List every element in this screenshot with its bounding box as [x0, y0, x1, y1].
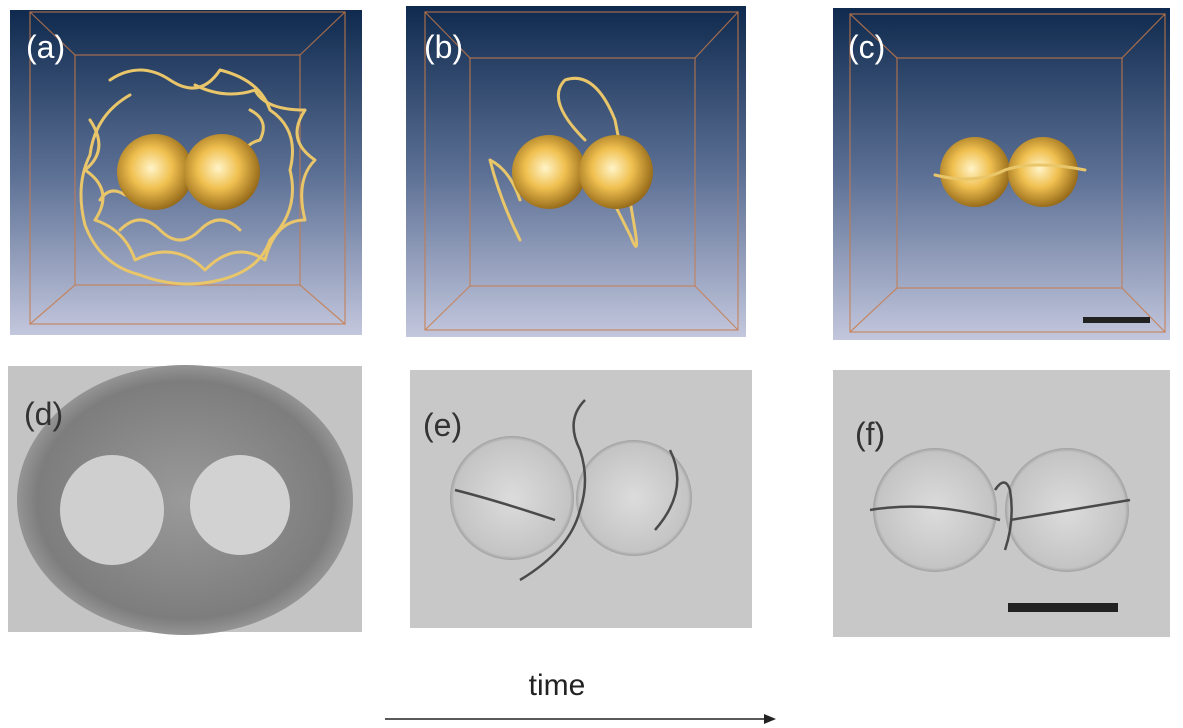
figure: (a) (b) (c) (d) — [0, 0, 1183, 728]
sphere — [1008, 137, 1078, 207]
panel-label: (b) — [424, 29, 463, 65]
panel-d: (d) — [8, 365, 362, 635]
panel-label: (f) — [855, 416, 885, 452]
panel-a: (a) — [10, 10, 362, 335]
panel-b: (b) — [406, 6, 746, 337]
arrowhead — [764, 714, 776, 724]
panel-label: (e) — [423, 407, 462, 443]
panel-label: (a) — [26, 29, 65, 65]
panel-label: (d) — [24, 396, 63, 432]
sphere — [512, 135, 586, 209]
droplet — [450, 436, 574, 560]
sphere — [579, 135, 653, 209]
panel-c: (c) — [833, 8, 1170, 340]
scale-bar — [1008, 603, 1118, 612]
panel-label: (c) — [848, 29, 885, 65]
time-label: time — [529, 669, 586, 702]
sphere — [117, 134, 193, 210]
droplet — [190, 455, 290, 555]
droplet — [60, 455, 164, 565]
droplet — [873, 448, 997, 572]
scale-bar — [1083, 317, 1150, 323]
panel-e: (e) — [410, 370, 752, 628]
sphere — [184, 134, 260, 210]
panel-f: (f) — [833, 370, 1170, 637]
